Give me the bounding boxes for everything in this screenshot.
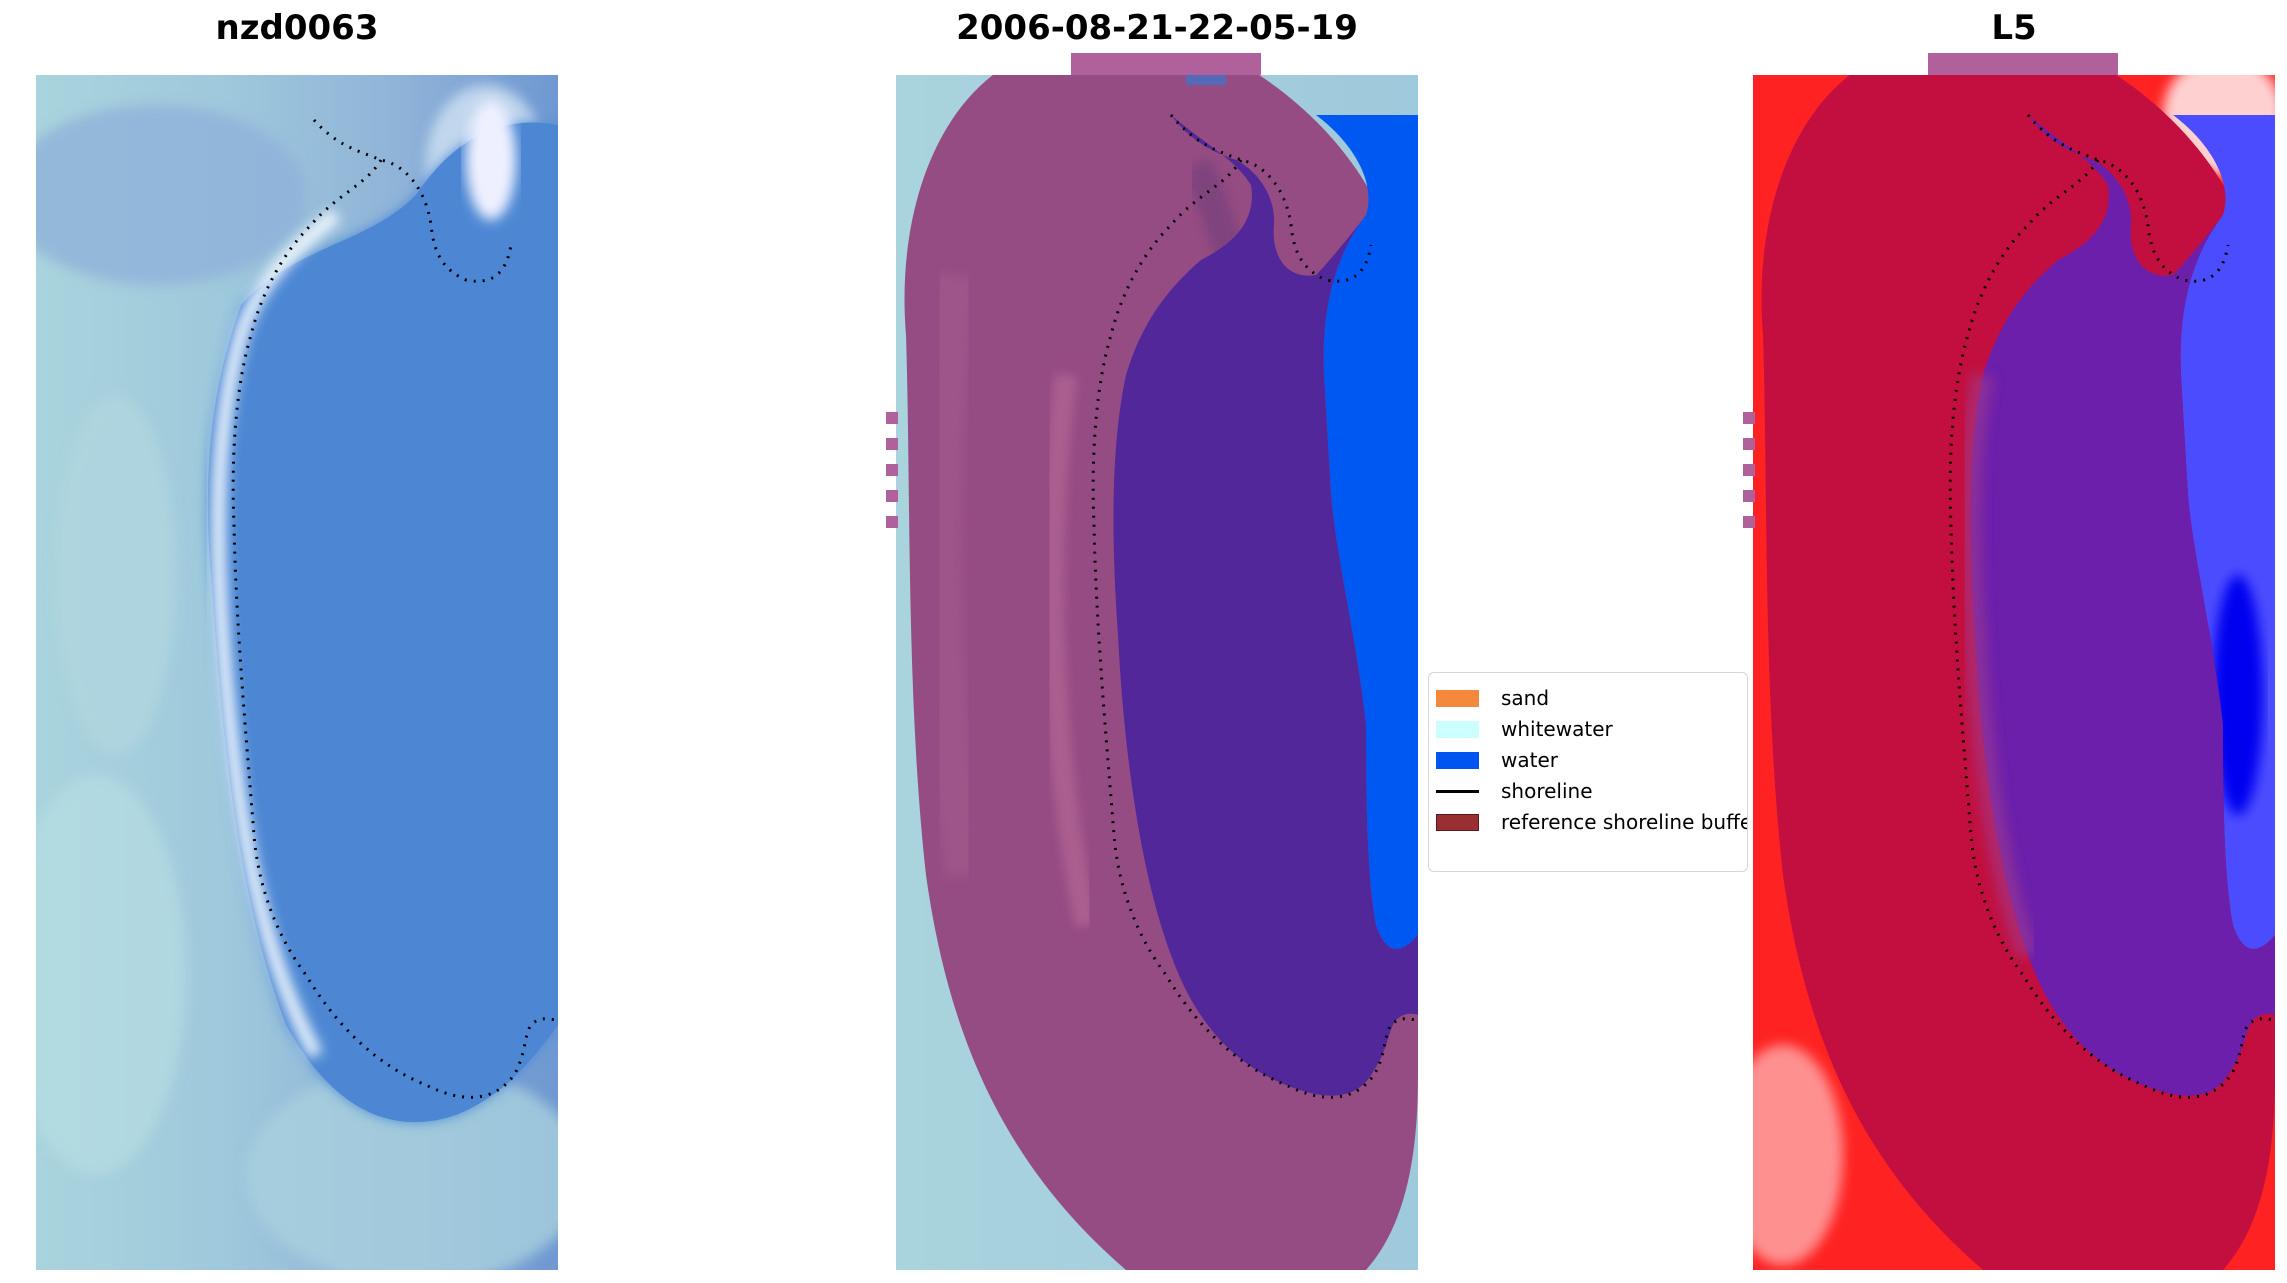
legend-line-shoreline xyxy=(1436,789,1479,793)
satellite-image xyxy=(36,75,558,1270)
legend-label-reference-buffer: reference shoreline buffer xyxy=(1501,810,1748,834)
legend-item-whitewater: whitewater xyxy=(1429,716,1613,742)
index-map xyxy=(1753,75,2275,1270)
legend-item-sand: sand xyxy=(1429,685,1549,711)
panel-title-satellite: L5 xyxy=(1991,8,2037,48)
legend-label-whitewater: whitewater xyxy=(1501,717,1613,741)
legend-item-reference-buffer: reference shoreline buffer xyxy=(1429,809,1748,835)
legend: sand whitewater water shoreline referenc… xyxy=(1428,672,1748,872)
legend-item-water: water xyxy=(1429,747,1558,773)
legend-swatch-water xyxy=(1436,751,1479,769)
shoreline-path xyxy=(231,119,558,1099)
legend-swatch-sand xyxy=(1436,689,1479,707)
panel-title-date: 2006-08-21-22-05-19 xyxy=(956,8,1358,48)
buffer-left-tick-l5 xyxy=(1743,412,1755,542)
classified-image xyxy=(896,75,1418,1270)
legend-label-water: water xyxy=(1501,748,1558,772)
buffer-left-tick xyxy=(886,412,898,542)
panel-title-image: nzd0063 xyxy=(215,8,379,48)
buffer-top-edge-l5 xyxy=(1928,53,2118,75)
satellite-image-panel xyxy=(36,75,558,1270)
buffer-top-edge xyxy=(1071,53,1261,75)
legend-label-shoreline: shoreline xyxy=(1501,779,1593,803)
index-map-panel xyxy=(1753,75,2275,1270)
legend-label-sand: sand xyxy=(1501,686,1550,710)
classification-panel xyxy=(896,75,1418,1270)
legend-swatch-reference-buffer xyxy=(1436,813,1479,831)
legend-swatch-whitewater xyxy=(1436,720,1479,738)
legend-item-shoreline: shoreline xyxy=(1429,778,1593,804)
